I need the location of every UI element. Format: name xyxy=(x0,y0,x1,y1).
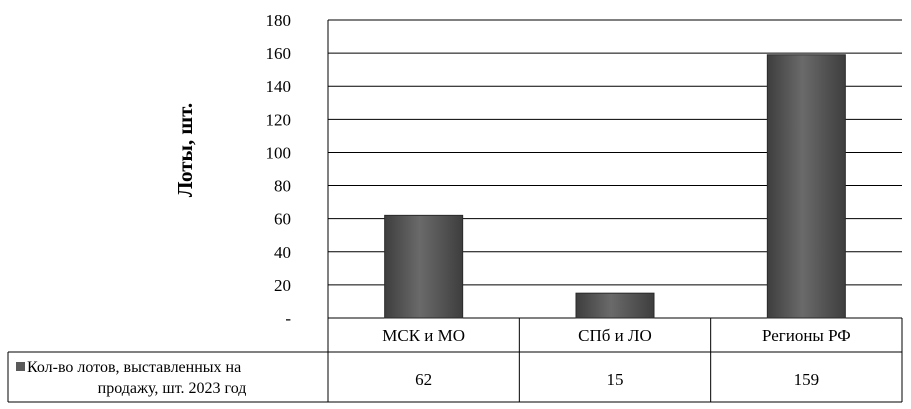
category-label: Регионы РФ xyxy=(762,326,851,345)
category-label: МСК и МО xyxy=(382,326,465,345)
bar xyxy=(384,214,464,319)
y-tick-label: 180 xyxy=(266,11,292,30)
y-tick-label: 160 xyxy=(266,44,292,63)
y-tick-label: 20 xyxy=(274,276,291,295)
y-tick-label: 100 xyxy=(266,143,292,162)
legend-label-line-1: Кол-во лотов, выставленных на xyxy=(27,359,241,376)
data-value-label: 62 xyxy=(415,370,432,389)
y-axis-label: Лоты, шт. xyxy=(173,103,197,197)
data-value-label: 159 xyxy=(794,370,820,389)
y-tick-label: 120 xyxy=(266,110,292,129)
category-label: СПб и ЛО xyxy=(578,326,652,345)
y-tick-label: 140 xyxy=(266,77,292,96)
y-tick-label: 80 xyxy=(274,177,291,196)
y-tick-label: 40 xyxy=(274,243,291,262)
legend-label-line-2: продажу, шт. 2023 год xyxy=(98,380,247,397)
bar xyxy=(766,54,846,319)
data-value-label: 15 xyxy=(607,370,624,389)
bars xyxy=(384,54,846,319)
legend-swatch xyxy=(16,362,25,371)
bar xyxy=(575,292,655,319)
y-tick-label: 60 xyxy=(274,210,291,229)
y-tick-labels: - 20 40 60 80 100 120 140 160 180 xyxy=(266,11,292,328)
y-tick-label: - xyxy=(285,309,291,328)
data-table: МСК и МО СПб и ЛО Регионы РФ 62 15 159 Кол-во … xyxy=(7,318,903,403)
